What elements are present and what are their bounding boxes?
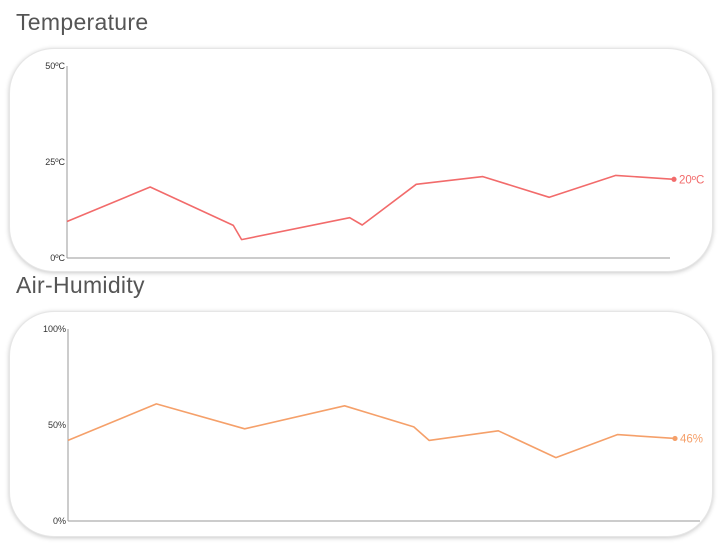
temperature-series-line — [66, 174, 675, 241]
temperature-tick-label: 0ºC — [50, 253, 65, 263]
temperature-chart: 50ºC 25ºC 0ºC 20ºC — [45, 61, 704, 263]
temperature-card: 50ºC 25ºC 0ºC 20ºC — [10, 49, 712, 271]
humidity-current-value-label: 46% — [680, 433, 703, 445]
temperature-tick-label: 25ºC — [45, 157, 65, 167]
humidity-tick-label: 0% — [53, 516, 66, 526]
humidity-tick-label: 100% — [43, 324, 66, 334]
humidity-tick-label: 50% — [48, 420, 66, 430]
air-humidity-chart: 100% 50% 0% 46% — [43, 324, 703, 526]
humidity-series-line — [67, 403, 676, 459]
air-humidity-title: Air-Humidity — [16, 272, 145, 298]
humidity-last-point — [672, 435, 678, 442]
temperature-tick-label: 50ºC — [45, 61, 65, 71]
air-humidity-card: 100% 50% 0% 46% — [10, 312, 712, 536]
temperature-title: Temperature — [16, 9, 149, 35]
temperature-last-point — [671, 176, 677, 182]
temperature-current-value-label: 20ºC — [679, 174, 704, 186]
